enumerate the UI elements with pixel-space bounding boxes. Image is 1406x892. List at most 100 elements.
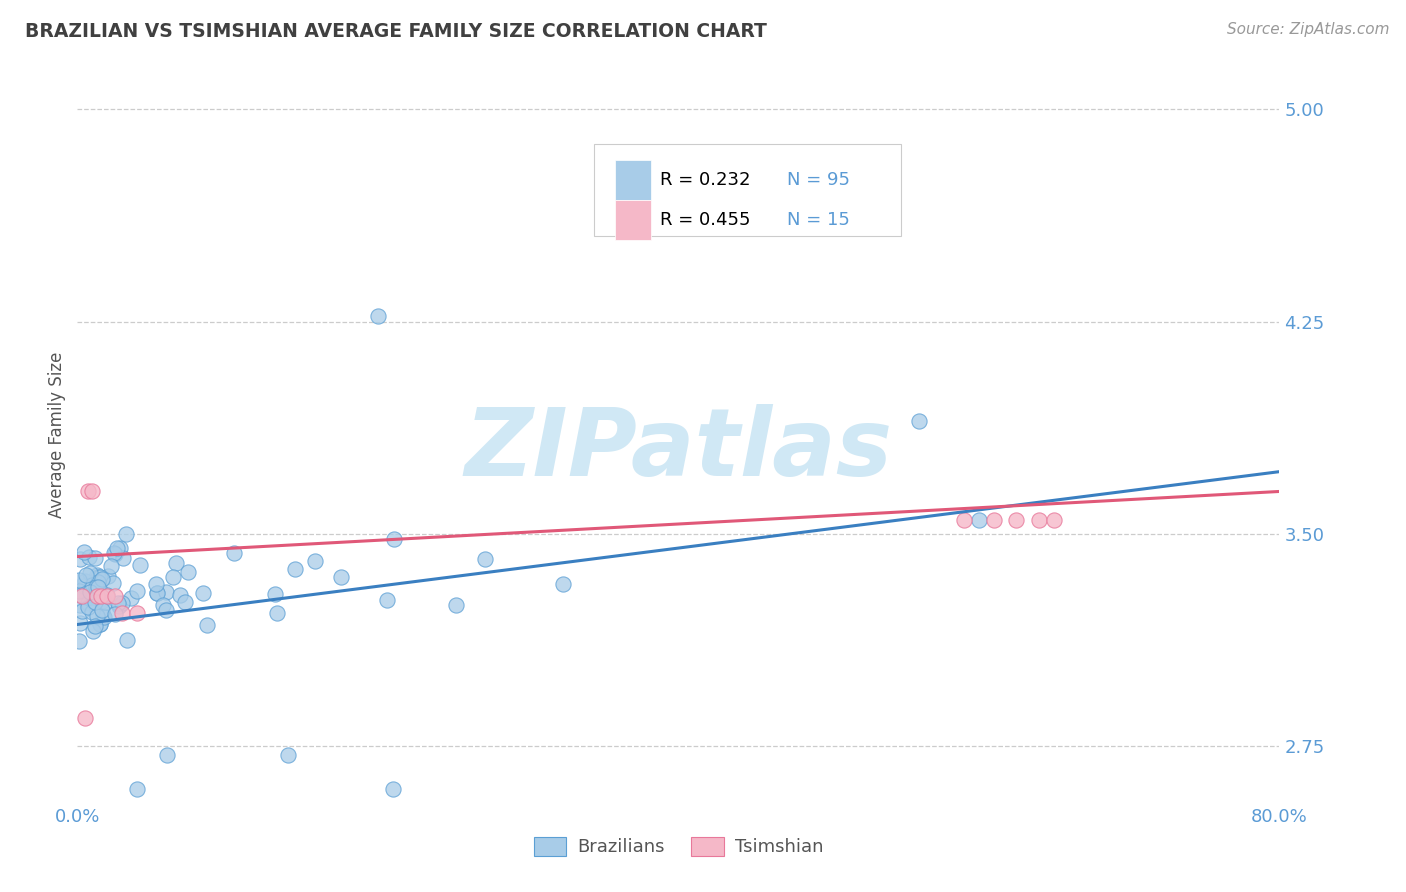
Point [155,603,177,617]
Point [93,610,115,624]
Point [76,484,98,499]
Point [375,593,398,607]
Point [100,558,122,573]
Point [91,609,114,624]
Point [367,309,389,323]
Point [1005,513,1028,527]
Point [70,589,93,603]
FancyBboxPatch shape [614,200,651,240]
Point [156,747,179,762]
Point [117,632,139,647]
Point [89,616,111,631]
Point [75,577,97,591]
Point [69,615,91,630]
Point [108,599,131,614]
Point [69,552,91,566]
Point [173,595,195,609]
Point [84,619,107,633]
Point [70,604,93,618]
Point [145,586,167,600]
Point [146,586,169,600]
Point [1043,513,1066,527]
Point [127,781,149,796]
Point [96,588,118,602]
Point [120,591,142,605]
Point [382,532,405,546]
Point [79,584,101,599]
Point [101,575,124,590]
Point [165,556,187,570]
Point [77,600,100,615]
Point [127,584,149,599]
Point [193,586,215,600]
Point [474,552,496,566]
Point [86,574,108,589]
Point [90,594,112,608]
Point [103,546,125,560]
Point [90,603,112,617]
Point [82,484,104,499]
Point [76,596,98,610]
Point [111,596,134,610]
Point [84,594,107,608]
Point [277,747,299,762]
Point [177,566,200,580]
Point [284,562,307,576]
Point [82,605,104,619]
Text: R = 0.232: R = 0.232 [661,171,751,189]
Point [107,596,129,610]
Point [90,572,112,586]
Point [69,599,91,613]
Point [104,547,127,561]
Y-axis label: Average Family Size: Average Family Size [48,351,66,518]
Point [155,585,177,599]
Point [73,545,96,559]
Point [89,569,111,583]
Point [266,606,288,620]
Point [79,566,101,580]
Point [87,570,110,584]
Point [82,588,104,602]
Text: BRAZILIAN VS TSIMSHIAN AVERAGE FAMILY SIZE CORRELATION CHART: BRAZILIAN VS TSIMSHIAN AVERAGE FAMILY SI… [25,22,768,41]
Point [97,569,120,583]
Point [983,513,1005,527]
Point [967,513,990,527]
Point [86,568,108,582]
Point [128,558,150,573]
Point [145,577,167,591]
Point [82,584,104,599]
Point [73,574,96,589]
Point [381,781,404,796]
Point [152,598,174,612]
Point [111,606,134,620]
Text: ZIPatlas: ZIPatlas [464,403,893,496]
Text: Source: ZipAtlas.com: Source: ZipAtlas.com [1226,22,1389,37]
Point [104,589,127,603]
Point [104,607,127,621]
Point [114,526,136,541]
Point [304,554,326,568]
Point [77,549,100,564]
Point [94,595,117,609]
Point [551,576,574,591]
Point [96,589,118,603]
FancyBboxPatch shape [595,145,901,236]
Point [84,580,107,594]
Point [67,634,90,648]
Point [86,590,108,604]
Point [75,568,97,582]
Point [86,589,108,603]
Legend: Brazilians, Tsimshian: Brazilians, Tsimshian [526,830,831,863]
Point [82,624,104,639]
Point [329,570,352,584]
Point [195,618,218,632]
Point [86,609,108,624]
Text: R = 0.455: R = 0.455 [661,211,751,228]
Point [953,513,976,527]
Point [80,578,103,592]
Point [112,551,135,566]
Text: N = 95: N = 95 [786,171,849,189]
Point [67,584,90,599]
Point [224,546,246,560]
Point [908,414,931,428]
